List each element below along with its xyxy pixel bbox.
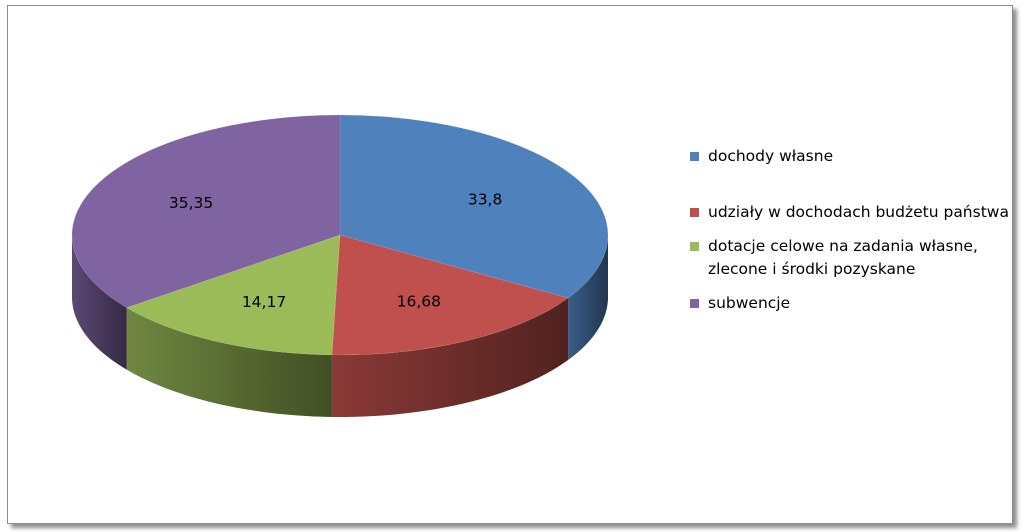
pie-side-0 <box>568 235 608 361</box>
data-label-1: 16,68 <box>397 293 441 311</box>
legend-swatch <box>690 242 699 251</box>
legend-item-dotacje: dotacje celowe na zadania własne, zlecon… <box>690 235 1010 281</box>
legend-item-subwencje: subwencje <box>690 292 1010 315</box>
legend-label: subwencje <box>708 294 791 312</box>
data-label-2: 14,17 <box>242 293 286 311</box>
pie-tops <box>71 114 609 356</box>
data-label-0: 33,8 <box>468 191 503 209</box>
pie-slice-1 <box>331 234 569 356</box>
pie-sides <box>72 235 608 417</box>
legend-label: dotacje celowe na zadania własne, zlecon… <box>708 237 978 278</box>
legend-swatch <box>690 208 699 217</box>
pie-side-3 <box>72 235 127 370</box>
legend-item-dochody-wlasne: dochody własne <box>690 145 1010 168</box>
pie-side-2 <box>126 307 332 417</box>
pie-side-1 <box>331 298 569 417</box>
pie-slice-0 <box>339 114 609 299</box>
data-label-3: 35,35 <box>169 194 213 212</box>
pie-slice-3 <box>71 114 341 308</box>
pie-slice-2 <box>126 234 341 356</box>
legend-swatch <box>690 299 699 308</box>
data-labels: 33,8 16,68 14,17 35,35 <box>169 191 502 312</box>
legend-item-udzialy: udziały w dochodach budżetu państwa <box>690 201 1010 224</box>
legend-label: udziały w dochodach budżetu państwa <box>708 203 1009 221</box>
legend-swatch <box>690 152 699 161</box>
legend-label: dochody własne <box>708 147 834 165</box>
legend: dochody własne udziały w dochodach budże… <box>690 145 1010 315</box>
